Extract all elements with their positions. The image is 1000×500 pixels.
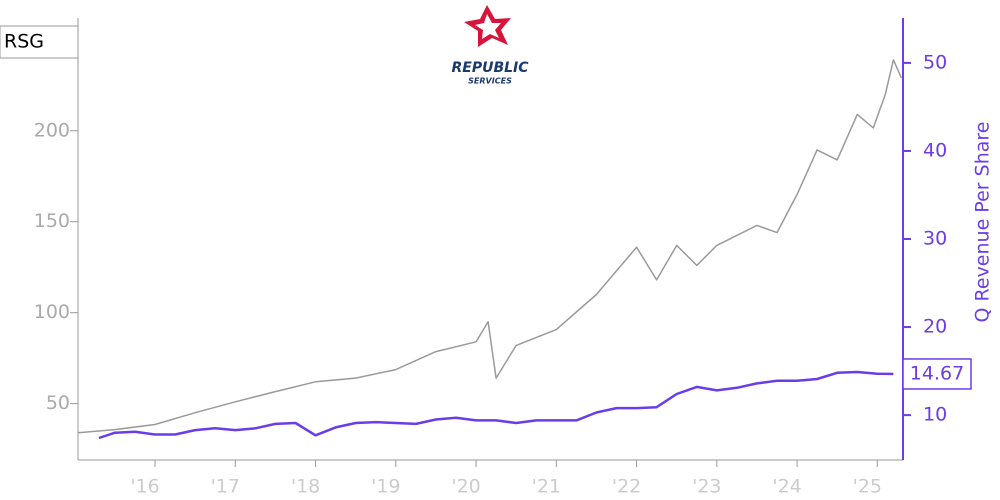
x-tick-label: '19: [371, 476, 400, 498]
y-tick-label: 200: [34, 119, 70, 141]
x-tick-label: '24: [772, 476, 801, 498]
legend-box: [0, 25, 79, 59]
logo-star-inner: [475, 14, 501, 39]
x-tick-label: '23: [692, 476, 721, 498]
annotation-box: [902, 358, 972, 390]
logo-subtext: SERVICES: [468, 77, 512, 86]
y2-tick-label: 10: [923, 404, 947, 426]
x-tick-label: '17: [211, 476, 240, 498]
x-tick-label: '20: [451, 476, 480, 498]
y2-tick-label: 30: [923, 228, 947, 250]
x-tick-label: '16: [130, 476, 159, 498]
y-tick-label: 150: [34, 210, 70, 232]
x-tick-label: '21: [532, 476, 561, 498]
y-tick-label: 100: [34, 301, 70, 323]
series-line: [98, 370, 894, 440]
x-tick-label: '25: [853, 476, 882, 498]
annotation-label: 14.67: [910, 362, 964, 384]
logo: REPUBLIC SERVICES: [451, 5, 529, 86]
y2-tick-label: 40: [923, 139, 947, 161]
series-line: [77, 59, 903, 434]
x-tick-label: '18: [291, 476, 320, 498]
logo-text: REPUBLIC: [451, 60, 529, 76]
y2-axis-label: Q Revenue Per Share: [972, 122, 994, 323]
y-tick-label: 50: [46, 392, 70, 414]
legend-label: RSG: [4, 31, 44, 53]
y2-tick-label: 50: [923, 51, 947, 73]
x-tick-label: '22: [612, 476, 641, 498]
y2-tick-label: 20: [923, 316, 947, 338]
